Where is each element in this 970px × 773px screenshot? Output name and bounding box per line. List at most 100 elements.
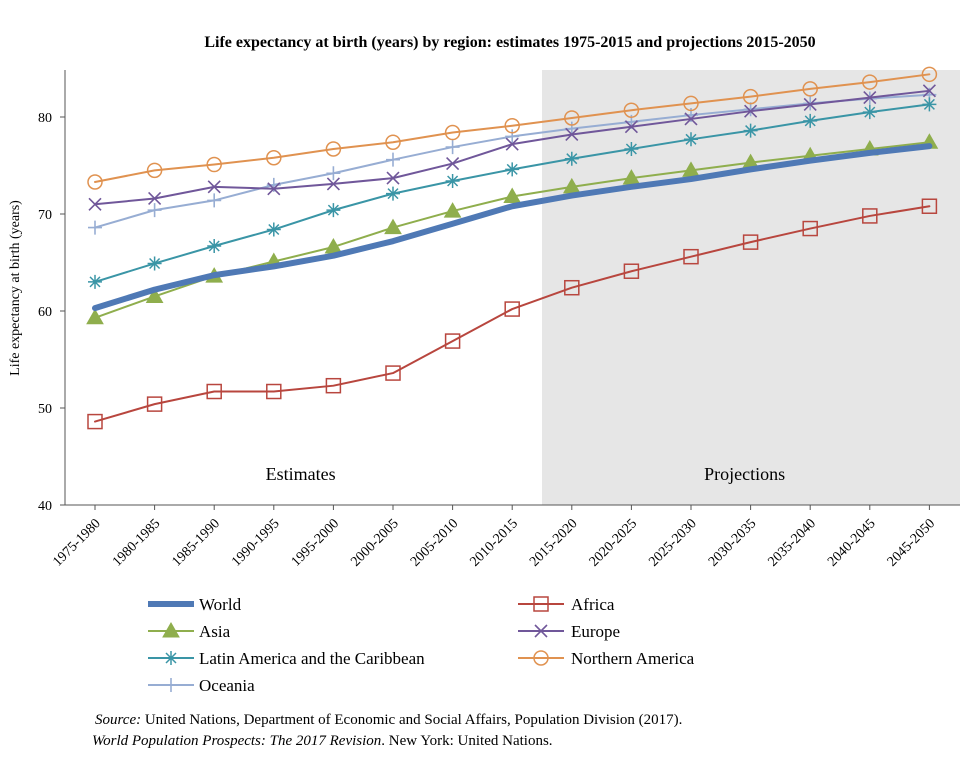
data-point	[164, 678, 178, 692]
x-axis: 1975-1980 1980-1985 1985-1990 1990-1995 1995…	[50, 505, 938, 570]
data-point	[504, 301, 520, 317]
data-point	[862, 74, 878, 90]
y-tick-label: 70	[38, 208, 52, 223]
series-line	[94, 73, 931, 183]
data-point	[684, 132, 698, 147]
source-note: Source: United Nations, Department of Ec…	[92, 710, 872, 752]
y-tick-label: 60	[38, 305, 52, 320]
projection-band	[542, 70, 960, 505]
data-point	[742, 88, 759, 105]
series-africa	[87, 198, 938, 430]
data-point	[325, 377, 342, 394]
x-tick-label: 2025-2030	[646, 516, 700, 570]
data-point	[683, 95, 699, 112]
data-point	[87, 174, 103, 190]
data-point	[564, 279, 580, 296]
data-point	[533, 650, 549, 666]
data-point	[326, 166, 341, 181]
data-point	[325, 141, 342, 157]
data-point	[146, 396, 163, 412]
data-point	[624, 142, 639, 157]
data-point	[624, 120, 638, 134]
series-line	[92, 143, 933, 312]
x-tick-label: 1995-2000	[289, 516, 343, 570]
data-point	[162, 621, 180, 638]
chart-title: Life expectancy at birth (years) by regi…	[204, 34, 815, 51]
source-publication: World Population Prospects: The 2017 Rev…	[92, 733, 382, 749]
data-point	[206, 383, 222, 400]
series-world	[92, 143, 933, 312]
y-tick-label: 50	[38, 402, 52, 417]
data-point	[505, 162, 520, 177]
data-point	[802, 220, 818, 237]
data-point	[385, 134, 401, 150]
region-label: Estimates	[266, 464, 336, 484]
y-tick-label: 40	[38, 499, 52, 514]
source-line1: United Nations, Department of Economic a…	[141, 712, 683, 728]
x-tick-label: 2045-2050	[885, 516, 939, 570]
legend-label: Europe	[571, 622, 620, 641]
legend-label: Oceania	[199, 676, 255, 695]
data-point	[744, 104, 758, 118]
legend-item: World	[148, 595, 242, 614]
region-labels: Estimates Projections	[266, 464, 785, 484]
x-tick-label: 2030-2035	[706, 516, 760, 570]
data-point	[206, 156, 222, 173]
data-point	[326, 203, 341, 218]
legend-label: Asia	[199, 622, 231, 641]
data-point	[207, 239, 222, 254]
data-point	[505, 129, 520, 144]
legend-item: Africa	[518, 595, 615, 614]
data-point	[803, 113, 818, 128]
series-latin-america-and-the-caribbean	[88, 97, 937, 289]
data-point	[147, 256, 162, 271]
projection-band-group	[542, 70, 960, 505]
data-point	[445, 174, 460, 189]
data-point	[386, 171, 400, 185]
data-point	[803, 97, 817, 111]
data-point	[266, 149, 282, 166]
data-point	[386, 186, 400, 201]
legend-label: Africa	[571, 595, 615, 614]
data-point	[444, 333, 461, 349]
data-point	[534, 624, 548, 638]
legend-item: Northern America	[518, 649, 695, 668]
x-tick-label: 2020-2025	[587, 516, 641, 570]
data-point	[267, 182, 281, 196]
x-tick-label: 1990-1995	[229, 516, 283, 570]
region-label: Projections	[704, 464, 785, 484]
data-point	[503, 187, 522, 204]
data-point	[922, 84, 936, 98]
data-point	[504, 117, 520, 134]
data-point	[921, 66, 938, 83]
data-point	[862, 105, 877, 120]
y-axis: 40 50 60 70 80	[38, 111, 65, 514]
x-tick-label: 2010-2015	[468, 516, 522, 570]
data-point	[266, 383, 282, 400]
legend-label: World	[199, 595, 242, 614]
x-tick-label: 1975-1980	[50, 516, 104, 570]
data-point	[564, 110, 580, 126]
x-tick-label: 2000-2005	[348, 516, 402, 570]
x-tick-label: 2015-2020	[527, 516, 581, 570]
data-point	[446, 156, 460, 171]
data-point	[505, 137, 519, 151]
series-line	[94, 205, 931, 423]
x-tick-label: 1985-1990	[170, 516, 224, 570]
data-point	[326, 177, 340, 191]
data-point	[444, 124, 461, 141]
x-tick-label: 2005-2010	[408, 516, 462, 570]
source-line2: . New York: United Nations.	[381, 733, 553, 749]
data-point	[743, 102, 758, 117]
data-point	[386, 152, 400, 167]
data-point	[86, 308, 104, 325]
data-point	[743, 123, 758, 138]
data-point	[266, 222, 281, 237]
data-point	[164, 651, 178, 665]
y-tick-label: 80	[38, 111, 52, 126]
legend-item: Europe	[518, 622, 620, 641]
data-point	[148, 191, 162, 206]
x-tick-label: 1980-1985	[110, 516, 164, 570]
data-point	[564, 151, 579, 166]
data-point	[683, 248, 699, 265]
